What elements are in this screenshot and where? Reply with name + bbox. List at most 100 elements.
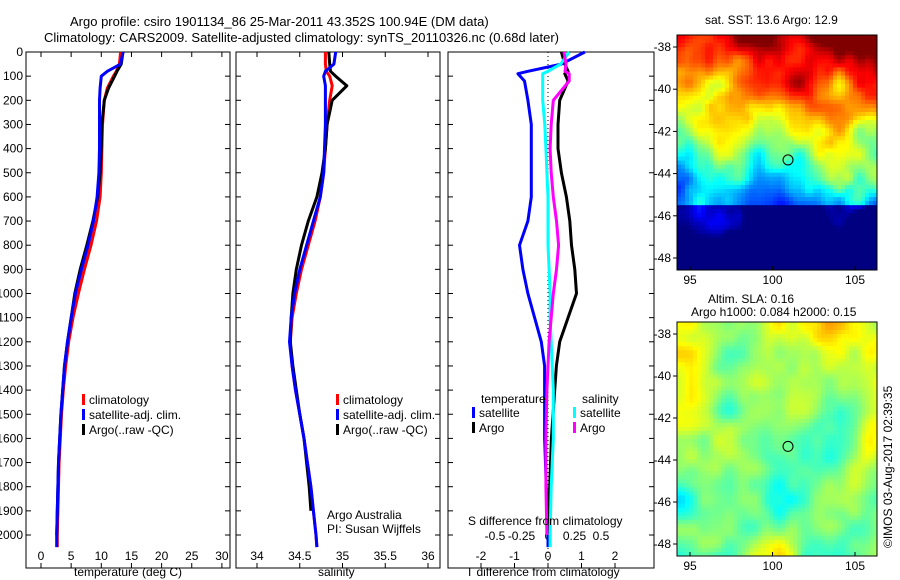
map-cell: [817, 322, 822, 327]
map-cell: [817, 184, 822, 190]
map-cell: [813, 91, 818, 97]
map-cell: [685, 176, 690, 182]
map-cell: [793, 156, 798, 162]
map-cell: [813, 152, 818, 158]
map-cell: [841, 144, 846, 149]
map-cell: [793, 128, 798, 133]
map-cell: [869, 406, 874, 412]
map-cell: [853, 124, 858, 129]
map-cell: [777, 354, 782, 359]
map-cell: [845, 426, 850, 432]
map-cell: [837, 47, 842, 52]
map-cell: [773, 71, 778, 77]
map-cell: [693, 184, 698, 190]
map-cell: [781, 426, 786, 432]
map-cell: [781, 229, 786, 235]
map-cell: [809, 330, 814, 335]
map-cell: [757, 455, 762, 460]
map-cell: [857, 39, 862, 44]
map-cell: [825, 47, 830, 52]
map-cell: [713, 43, 718, 48]
map-cell: [689, 144, 694, 149]
map-cell: [689, 334, 694, 339]
map-cell: [853, 213, 858, 218]
map-cell: [721, 116, 726, 121]
map-cell: [845, 390, 850, 396]
map-cell: [865, 265, 870, 271]
map-cell: [869, 99, 874, 105]
map-cell: [773, 164, 778, 170]
map-cell: [825, 249, 830, 255]
map-cell: [741, 426, 746, 432]
map-cell: [825, 467, 830, 472]
map-cell: [857, 237, 862, 243]
map-cell: [837, 430, 842, 436]
map-cell: [793, 197, 798, 202]
map-cell: [785, 193, 790, 198]
map-cell: [765, 51, 770, 56]
map-cell: [789, 160, 794, 166]
map-cell: [729, 265, 734, 271]
map-cell: [853, 87, 858, 93]
map-cell: [869, 140, 874, 145]
map-cell: [709, 164, 714, 170]
map-cell: [721, 350, 726, 355]
map-cell: [777, 184, 782, 190]
map-cell: [805, 370, 810, 375]
map-cell: [681, 59, 686, 64]
map-cell: [729, 87, 734, 93]
map-cell: [689, 378, 694, 384]
map-cell: [753, 172, 758, 178]
map-cell: [801, 156, 806, 162]
map-cell: [681, 95, 686, 101]
map-cell: [765, 229, 770, 235]
map-cell: [813, 358, 818, 363]
map-cell: [725, 124, 730, 129]
map-cell: [797, 160, 802, 166]
map-cell: [801, 414, 806, 420]
map-cell: [793, 116, 798, 121]
map-cell: [717, 51, 722, 56]
map-cell: [737, 447, 742, 452]
map-cell: [769, 229, 774, 235]
map-cell: [861, 354, 866, 359]
map-cell: [725, 136, 730, 141]
map-cell: [749, 116, 754, 121]
map-cell: [789, 330, 794, 335]
map-cell: [709, 95, 714, 101]
map-cell: [681, 443, 686, 448]
map-cell: [865, 91, 870, 97]
map-cell: [701, 35, 706, 40]
map-cell: [801, 398, 806, 404]
map-cell: [753, 233, 758, 239]
map-cell: [853, 144, 858, 149]
map-cell: [689, 467, 694, 472]
map-cell: [709, 467, 714, 472]
map-cell: [869, 39, 874, 44]
map-cell: [705, 176, 710, 182]
map-cell: [677, 111, 682, 117]
map-cell: [861, 386, 866, 392]
map-cell: [809, 95, 814, 101]
map-cell: [857, 334, 862, 339]
map-cell: [749, 386, 754, 392]
map-cell: [869, 358, 874, 363]
map-cell: [761, 71, 766, 77]
map-cell: [725, 67, 730, 72]
map-cell: [857, 59, 862, 64]
map-cell: [853, 390, 858, 396]
map-cell: [849, 172, 854, 178]
map-cell: [833, 79, 838, 85]
map-cell: [789, 75, 794, 81]
map-cell: [721, 99, 726, 105]
map-cell: [685, 402, 690, 408]
map-cell: [709, 79, 714, 85]
map-cell: [797, 338, 802, 343]
map-cell: [705, 257, 710, 263]
map-cell: [769, 370, 774, 375]
map-cell: [725, 346, 730, 351]
y-tick-label: 800: [3, 238, 23, 252]
map-cell: [701, 459, 706, 464]
map-cell: [833, 350, 838, 355]
map-cell: [765, 63, 770, 68]
